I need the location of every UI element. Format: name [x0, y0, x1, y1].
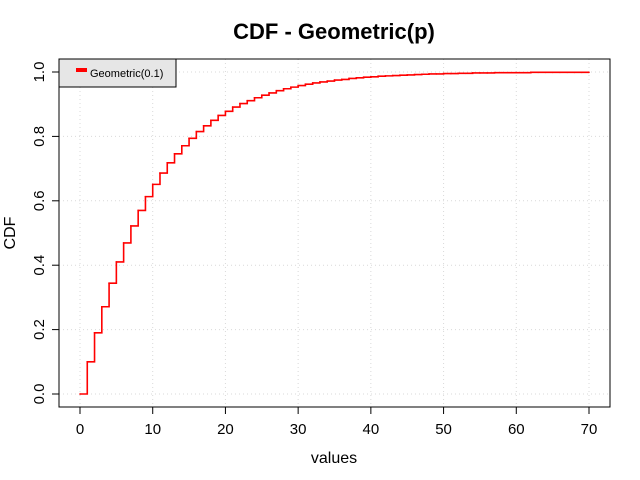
data-point-0-7 [130, 225, 132, 227]
data-point-0-18 [210, 119, 212, 122]
data-point-0-59 [508, 71, 510, 74]
data-point-0-46 [413, 73, 416, 76]
data-point-0-65 [551, 71, 554, 74]
legend: Geometric(0.1) [58, 58, 177, 88]
data-point-0-67 [566, 71, 568, 74]
data-point-0-69 [580, 71, 583, 74]
data-point-0-35 [333, 79, 336, 81]
data-point-0-20 [224, 110, 227, 113]
data-point-0-21 [231, 106, 234, 108]
data-point-0-57 [493, 71, 496, 74]
data-point-0-55 [479, 72, 481, 74]
data-point-0-50 [442, 72, 445, 75]
data-point-0-6 [122, 242, 125, 244]
data-point-0-33 [319, 81, 321, 83]
data-point-0-12 [166, 162, 169, 164]
data-point-0-44 [399, 74, 401, 77]
data-point-0-36 [340, 78, 343, 81]
data-point-0-43 [391, 74, 394, 77]
y-axis-label: CDF [2, 216, 19, 249]
y-tick-label-2: 0.4 [31, 255, 48, 276]
x-tick-label-5: 50 [435, 421, 452, 438]
data-point-0-31 [304, 83, 307, 86]
data-point-0-4 [108, 282, 110, 285]
data-point-0-14 [181, 144, 183, 147]
data-point-0-42 [384, 75, 387, 77]
data-point-0-32 [311, 82, 314, 84]
x-tick-label-2: 20 [217, 421, 234, 438]
data-point-0-37 [348, 77, 350, 80]
x-axis-label: values [311, 450, 357, 467]
legend-swatch [76, 68, 87, 72]
chart-title: CDF - Geometric(p) [233, 19, 435, 44]
data-point-0-8 [137, 209, 139, 212]
data-point-0-64 [544, 71, 547, 74]
data-point-0-23 [246, 99, 249, 102]
data-point-0-27 [275, 89, 278, 92]
x-tick-label-4: 40 [363, 421, 380, 438]
plot-frame [58, 58, 611, 408]
data-point-0-49 [435, 73, 438, 75]
data-point-0-39 [362, 76, 365, 78]
y-tick-label-3: 0.6 [31, 190, 48, 211]
data-point-0-5 [115, 261, 118, 263]
x-tick-label-0: 0 [76, 421, 84, 438]
y-tick-label-1: 0.2 [31, 319, 48, 340]
data-point-0-3 [101, 305, 103, 308]
data-point-0-66 [559, 71, 561, 74]
data-point-0-51 [450, 72, 452, 75]
y-tick-label-5: 1.0 [31, 62, 48, 83]
data-point-0-48 [428, 73, 430, 75]
data-point-0-13 [173, 152, 176, 155]
x-tick-label-3: 30 [290, 421, 307, 438]
data-point-0-22 [239, 102, 241, 105]
y-tick-label-0: 0.0 [31, 384, 48, 405]
x-tick-label-7: 70 [581, 421, 598, 438]
series-layer [79, 71, 590, 395]
data-point-0-54 [471, 72, 474, 74]
data-point-0-26 [268, 92, 270, 94]
data-point-0-58 [500, 71, 503, 74]
data-point-0-60 [515, 71, 518, 74]
y-axis: 0.0 0.2 0.4 0.6 0.8 1.0 [31, 62, 60, 405]
data-point-0-41 [377, 75, 379, 77]
data-point-0-63 [537, 71, 539, 74]
x-axis: 0 10 20 30 40 50 60 70 [76, 406, 598, 438]
data-point-0-2 [93, 332, 96, 334]
data-point-0-68 [573, 71, 576, 74]
data-point-0-0 [79, 393, 81, 395]
data-point-0-40 [370, 76, 372, 78]
data-point-0-9 [144, 195, 147, 198]
data-point-0-38 [355, 76, 358, 79]
data-point-0-16 [195, 130, 198, 133]
x-tick-label-6: 60 [508, 421, 525, 438]
data-point-0-10 [151, 183, 154, 186]
data-point-0-34 [326, 80, 329, 82]
data-point-0-45 [406, 74, 409, 76]
data-point-0-24 [253, 96, 256, 99]
y-tick-label-4: 0.8 [31, 126, 48, 147]
series-line-0 [80, 71, 589, 395]
data-point-0-61 [522, 71, 525, 74]
data-point-0-25 [260, 94, 263, 96]
data-point-0-19 [217, 114, 219, 117]
data-point-0-11 [159, 172, 161, 174]
data-point-0-53 [464, 72, 467, 75]
data-point-0-52 [457, 72, 459, 75]
data-point-0-17 [202, 124, 205, 127]
data-point-0-29 [290, 86, 292, 88]
data-point-0-30 [297, 84, 299, 87]
data-point-0-62 [530, 71, 532, 74]
grid [59, 59, 610, 407]
legend-entry-label: Geometric(0.1) [90, 68, 163, 80]
data-point-0-56 [486, 72, 489, 74]
legend-box [58, 58, 177, 88]
data-point-0-47 [420, 73, 423, 76]
data-point-0-15 [188, 137, 190, 140]
data-point-0-70 [588, 71, 590, 74]
data-point-0-1 [86, 361, 89, 363]
data-point-0-28 [282, 87, 285, 90]
x-tick-label-1: 10 [144, 421, 161, 438]
